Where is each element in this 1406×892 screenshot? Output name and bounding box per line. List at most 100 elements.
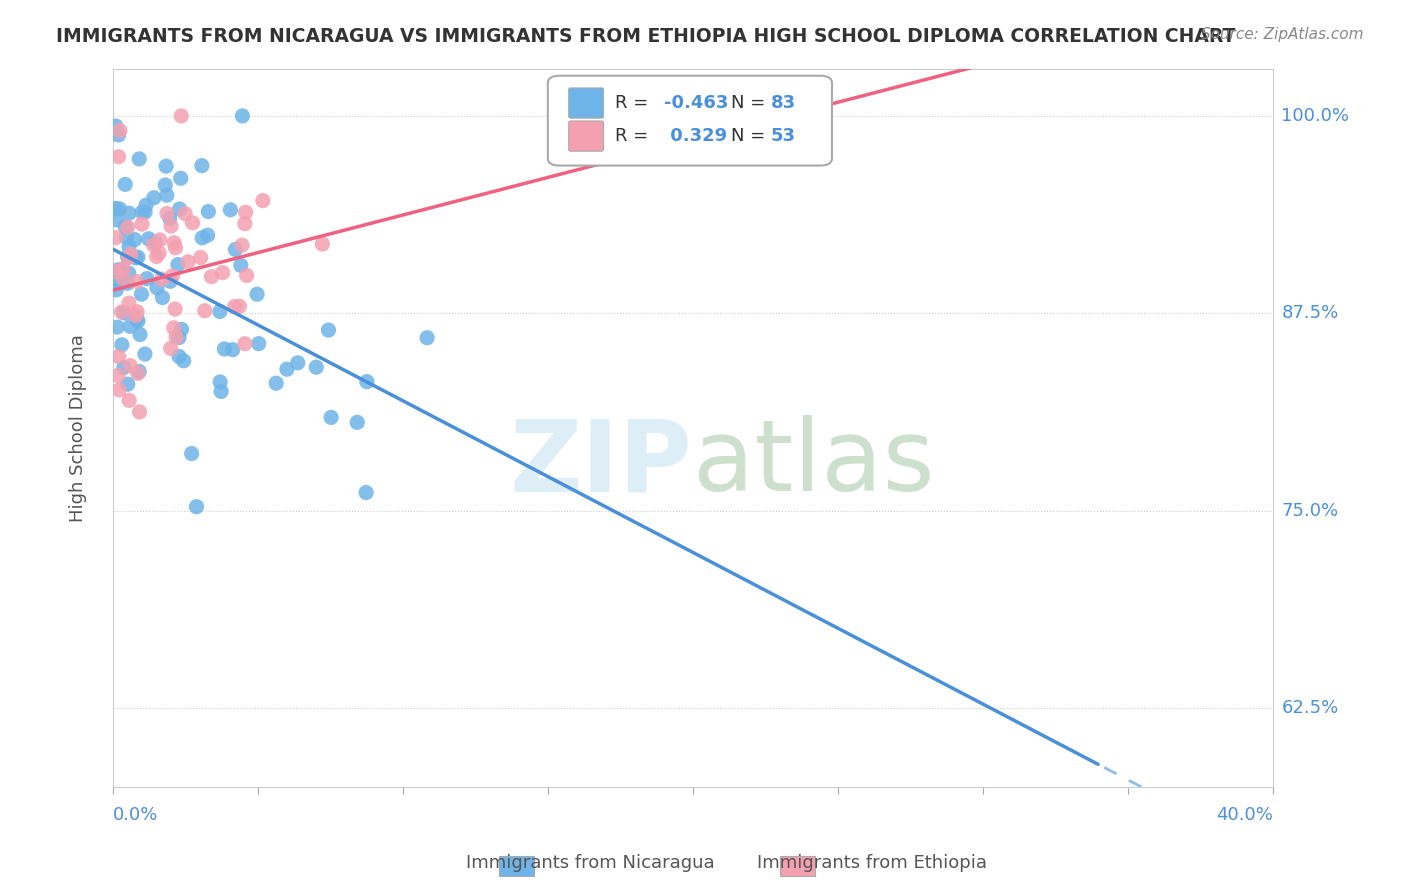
Point (155, 159, 177, 173)
Point (233, 336, 256, 351)
Point (186, 500, 208, 514)
Point (117, 250, 139, 264)
Text: atlas: atlas (693, 416, 935, 512)
Point (235, 268, 257, 283)
Point (159, 342, 181, 356)
Point (111, 273, 134, 287)
Point (143, 235, 166, 250)
Point (159, 211, 181, 226)
Point (107, 150, 129, 164)
Point (229, 258, 252, 272)
Point (131, 217, 153, 231)
Point (146, 281, 169, 295)
Point (127, 314, 149, 328)
Point (105, 320, 128, 334)
Point (214, 342, 236, 356)
Point (170, 322, 193, 336)
Point (115, 230, 138, 244)
Point (165, 241, 187, 255)
Point (117, 220, 139, 235)
Text: 0.329: 0.329 (664, 127, 727, 145)
Point (142, 191, 165, 205)
Point (107, 128, 129, 142)
Text: IMMIGRANTS FROM NICARAGUA VS IMMIGRANTS FROM ETHIOPIA HIGH SCHOOL DIPLOMA CORREL: IMMIGRANTS FROM NICARAGUA VS IMMIGRANTS … (56, 27, 1236, 45)
Point (128, 405, 150, 419)
Text: ZIP: ZIP (510, 416, 693, 512)
Text: 83: 83 (770, 94, 796, 112)
Point (107, 368, 129, 383)
Point (117, 251, 139, 265)
Point (117, 377, 139, 392)
Point (416, 331, 439, 345)
Point (127, 250, 149, 264)
Point (346, 415, 368, 429)
Text: N =: N = (731, 127, 770, 145)
Point (104, 202, 127, 216)
Point (165, 330, 187, 344)
Point (152, 291, 174, 305)
Point (107, 350, 129, 364)
Point (209, 384, 232, 399)
Point (191, 159, 214, 173)
Point (104, 230, 127, 244)
Point (311, 237, 333, 252)
Point (208, 304, 231, 318)
Point (108, 383, 131, 397)
Point (197, 204, 219, 219)
Point (156, 188, 179, 202)
Point (167, 350, 190, 364)
Point (134, 347, 156, 361)
Point (247, 336, 270, 351)
Text: 0.0%: 0.0% (112, 806, 159, 824)
Point (194, 303, 217, 318)
Point (246, 287, 269, 301)
Point (163, 321, 186, 335)
Point (125, 309, 148, 323)
Point (131, 205, 153, 219)
Point (235, 205, 257, 219)
Point (319, 410, 342, 425)
Point (112, 271, 135, 285)
FancyBboxPatch shape (548, 76, 832, 166)
Point (107, 268, 129, 282)
Point (162, 268, 184, 283)
Text: 53: 53 (770, 127, 796, 145)
Point (222, 343, 245, 357)
Point (155, 178, 177, 192)
Point (135, 198, 157, 212)
Text: Source: ZipAtlas.com: Source: ZipAtlas.com (1201, 27, 1364, 42)
Point (114, 219, 136, 234)
Point (108, 202, 131, 216)
Point (231, 109, 253, 123)
Point (170, 109, 193, 123)
Point (231, 238, 253, 252)
Point (120, 319, 142, 334)
Point (110, 305, 132, 319)
Point (305, 360, 328, 375)
Point (105, 283, 128, 297)
Point (233, 217, 256, 231)
Point (228, 299, 250, 313)
Point (200, 269, 222, 284)
Point (170, 171, 193, 186)
Point (264, 376, 287, 391)
Point (118, 266, 141, 280)
Text: -0.463: -0.463 (664, 94, 728, 112)
Point (120, 247, 142, 261)
Point (142, 238, 165, 252)
Point (173, 354, 195, 368)
Point (117, 277, 139, 291)
Text: 100.0%: 100.0% (1281, 107, 1350, 125)
Text: 75.0%: 75.0% (1281, 502, 1339, 520)
Point (111, 337, 134, 351)
Point (287, 356, 309, 370)
Point (134, 205, 156, 219)
Point (108, 123, 131, 137)
Point (125, 251, 148, 265)
Point (114, 178, 136, 192)
Text: R =: R = (614, 127, 654, 145)
Point (125, 312, 148, 326)
Point (112, 360, 135, 375)
Point (138, 232, 160, 246)
Point (209, 375, 232, 389)
